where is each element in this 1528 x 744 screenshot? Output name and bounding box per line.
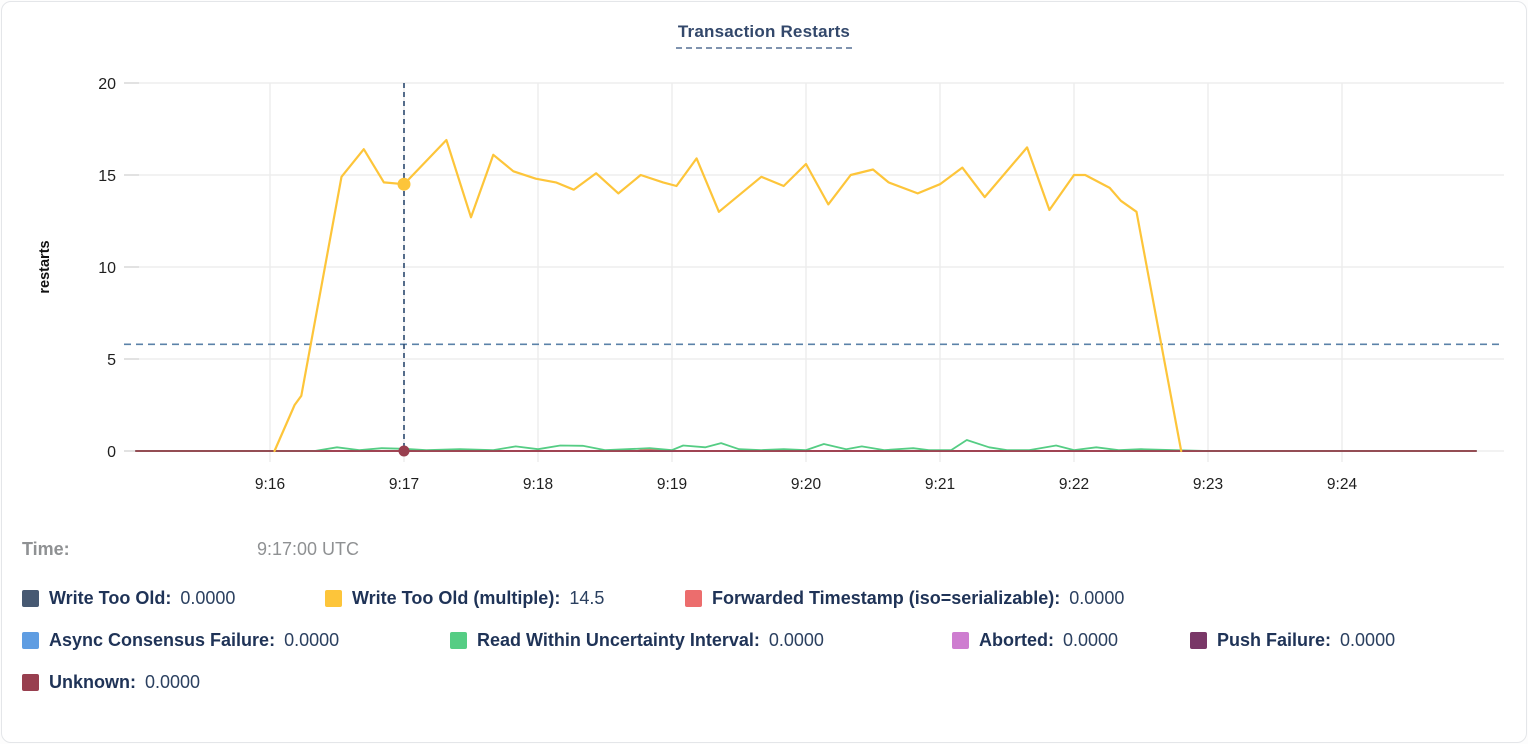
x-tick-label: 9:22	[1059, 476, 1089, 493]
hover-time-row: Time: 9:17:00 UTC	[2, 539, 1526, 563]
series-line-write-too-old-multiple	[273, 138, 1183, 453]
legend-swatch-forwarded-timestamp-iso-serializable	[685, 590, 702, 607]
legend-item-write-too-old: Write Too Old: 0.0000	[22, 588, 325, 609]
legend-item-async-consensus-failure: Async Consensus Failure: 0.0000	[22, 630, 450, 651]
legend-label: Unknown:	[49, 672, 136, 692]
legend-value: 0.0000	[180, 588, 236, 608]
legend-item-push-failure: Push Failure: 0.0000	[1190, 630, 1506, 651]
x-tick-label: 9:16	[255, 476, 285, 493]
x-tick-label: 9:18	[523, 476, 553, 493]
x-tick-label: 9:24	[1327, 476, 1358, 493]
x-tick-label: 9:17	[389, 476, 419, 493]
hover-time-label: Time:	[22, 539, 70, 559]
legend-label: Forwarded Timestamp (iso=serializable):	[712, 588, 1061, 608]
hover-point-dot	[398, 445, 410, 457]
legend-swatch-read-within-uncertainty-interval	[450, 632, 467, 649]
chart-title[interactable]: Transaction Restarts	[675, 22, 853, 49]
y-tick-label: 20	[98, 76, 116, 93]
legend-value: 0.0000	[1069, 588, 1125, 608]
legend-value: 0.0000	[1340, 630, 1396, 650]
legend-item-read-within-uncertainty-interval: Read Within Uncertainty Interval: 0.0000	[450, 630, 952, 651]
legend-item-forwarded-timestamp-iso-serializable: Forwarded Timestamp (iso=serializable): 0…	[685, 588, 1506, 609]
legend-label: Async Consensus Failure:	[49, 630, 276, 650]
legend-value: 0.0000	[284, 630, 340, 650]
legend-item-write-too-old-multiple: Write Too Old (multiple): 14.5	[325, 588, 685, 609]
hover-point-dot	[397, 177, 411, 191]
x-tick-label: 9:23	[1193, 476, 1223, 493]
legend-label: Write Too Old (multiple):	[352, 588, 561, 608]
legend-swatch-async-consensus-failure	[22, 632, 39, 649]
y-tick-label: 0	[107, 444, 116, 461]
y-axis-label: restarts	[37, 240, 53, 293]
legend-value: 14.5	[569, 588, 605, 608]
legend-swatch-push-failure	[1190, 632, 1207, 649]
legend-label: Push Failure:	[1217, 630, 1332, 650]
legend-label: Aborted:	[979, 630, 1054, 650]
legend-row: Unknown: 0.0000	[22, 672, 1506, 693]
chart-legend: Write Too Old: 0.0000 Write Too Old (multi…	[22, 588, 1506, 714]
legend-swatch-write-too-old-multiple	[325, 590, 342, 607]
legend-item-unknown: Unknown: 0.0000	[22, 672, 1506, 693]
legend-label: Write Too Old:	[49, 588, 172, 608]
legend-item-aborted: Aborted: 0.0000	[952, 630, 1190, 651]
legend-label: Read Within Uncertainty Interval:	[477, 630, 760, 650]
legend-value: 0.0000	[768, 630, 824, 650]
transaction-restarts-chart[interactable]: 0 5 10 15 20 9:16 9:17 9:18 9:19 9:20 9:21 9:22 9:23…	[2, 2, 1527, 517]
x-tick-label: 9:19	[657, 476, 687, 493]
y-tick-label: 5	[107, 352, 116, 369]
legend-row: Write Too Old: 0.0000 Write Too Old (multi…	[22, 588, 1506, 609]
legend-value: 0.0000	[1063, 630, 1119, 650]
legend-swatch-unknown	[22, 674, 39, 691]
y-tick-label: 15	[98, 168, 116, 185]
legend-row: Async Consensus Failure: 0.0000 Read Withi…	[22, 630, 1506, 651]
hover-time-value: 9:17:00 UTC	[257, 539, 360, 559]
y-tick-label: 10	[98, 260, 116, 277]
legend-swatch-write-too-old	[22, 590, 39, 607]
x-tick-label: 9:20	[791, 476, 822, 493]
legend-value: 0.0000	[145, 672, 201, 692]
chart-header: Transaction Restarts	[2, 22, 1526, 49]
x-tick-label: 9:21	[925, 476, 955, 493]
legend-swatch-aborted	[952, 632, 969, 649]
